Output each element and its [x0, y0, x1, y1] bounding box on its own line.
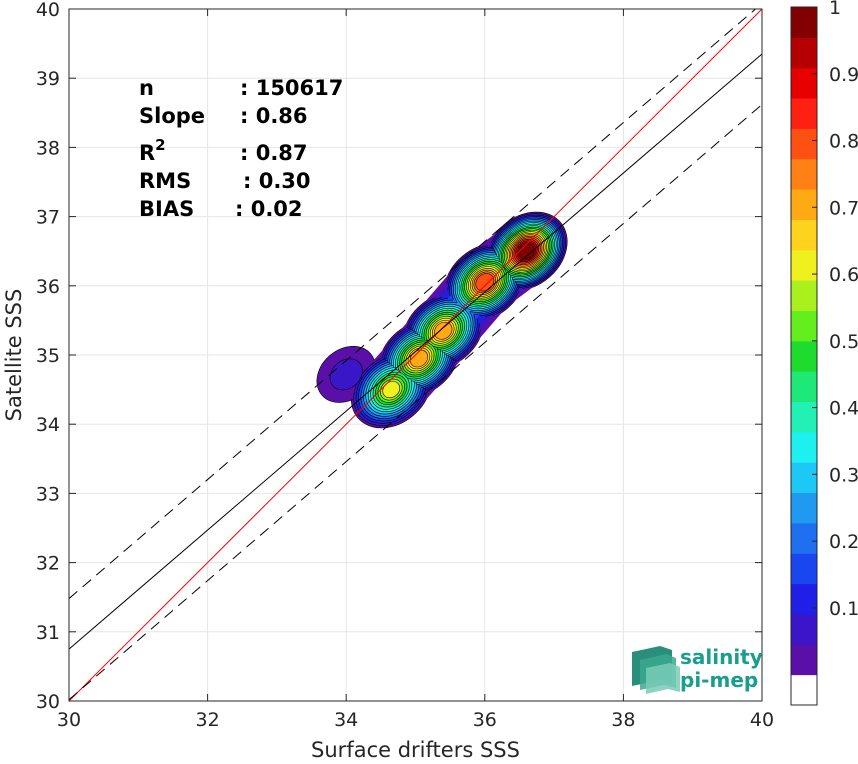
colorbar-tick-label: 0.3 — [829, 464, 858, 486]
reference-lines — [69, 9, 762, 701]
x-tick-label: 36 — [473, 709, 497, 731]
x-tick-label: 38 — [611, 709, 635, 731]
colorbar-swatch — [791, 401, 817, 433]
logo-line2: pi-mep — [680, 668, 758, 692]
colorbar-swatch — [791, 249, 817, 281]
stat-bias-value: : 0.02 — [235, 197, 303, 221]
colorbar-swatch — [791, 67, 817, 99]
colorbar-swatch — [791, 280, 817, 311]
y-tick-label: 36 — [36, 276, 60, 298]
colorbar-swatch — [791, 310, 817, 342]
colorbar-tick-label: 0.1 — [829, 598, 858, 620]
y-tick-label: 38 — [36, 137, 60, 159]
x-tick-label: 34 — [334, 709, 358, 731]
x-tick-label: 32 — [196, 709, 220, 731]
colorbar-tick-label: 0.5 — [829, 331, 858, 353]
density-contours — [316, 211, 568, 429]
density-mark — [329, 358, 363, 391]
colorbar-frame — [790, 6, 818, 706]
stat-rms-label: RMS — [139, 169, 191, 193]
line-upper — [69, 9, 757, 599]
density-mark — [518, 243, 535, 260]
stat-n-value: : 150617 — [240, 76, 343, 100]
y-axis-title: Satellite SSS — [2, 289, 26, 422]
salinity-pimep-logo: salinity pi-mep — [632, 645, 763, 694]
colorbar-swatch — [791, 431, 817, 463]
line-fit — [69, 53, 762, 650]
y-tick-label: 30 — [36, 691, 60, 713]
y-tick-label: 34 — [36, 414, 60, 436]
colorbar-swatch — [791, 340, 817, 372]
colorbar-tick-label: 0.2 — [829, 531, 858, 553]
colorbar-swatch — [791, 158, 817, 190]
colorbar-swatch — [791, 553, 817, 585]
x-tick-label: 30 — [57, 709, 81, 731]
logo-line1: salinity — [680, 645, 763, 669]
logo-mark-icon — [632, 646, 680, 694]
colorbar-swatch — [791, 37, 817, 69]
colorbar-swatch — [791, 462, 817, 494]
stat-r2-value: : 0.87 — [240, 141, 308, 165]
density-mark — [434, 321, 453, 340]
colorbar-tick-label: 0.9 — [829, 64, 858, 86]
axis-ticks: 30 32 34 36 38 40 30 31 32 33 34 35 36 37 38 39 40 — [36, 0, 774, 731]
colorbar-swatch — [791, 371, 817, 403]
stat-slope-label: Slope — [139, 104, 205, 128]
stat-rms-value: : 0.30 — [243, 169, 311, 193]
density-mark — [475, 273, 495, 292]
x-tick-label: 40 — [750, 709, 774, 731]
colorbar-tick-label: 0.7 — [829, 197, 858, 219]
y-tick-label: 35 — [36, 345, 60, 367]
colorbar-swatch — [791, 644, 817, 676]
stat-slope-value: : 0.86 — [240, 104, 308, 128]
colorbar: 0.1 0.2 0.3 0.4 0.5 0.6 0.7 0.8 0.9 1 — [790, 0, 858, 706]
colorbar-swatch — [791, 613, 817, 645]
y-tick-label: 33 — [36, 483, 60, 505]
y-tick-label: 37 — [36, 207, 60, 229]
colorbar-swatch — [791, 128, 817, 160]
colorbar-swatch — [791, 7, 817, 38]
line-11 — [69, 9, 762, 701]
colorbar-swatch — [791, 583, 817, 615]
y-tick-label: 32 — [36, 553, 60, 575]
colorbar-swatch — [791, 219, 817, 251]
y-tick-label: 39 — [36, 68, 60, 90]
y-tick-label: 31 — [36, 622, 60, 644]
colorbar-swatch — [791, 98, 817, 129]
colorbar-swatch — [791, 189, 817, 220]
colorbar-tick-label: 0.8 — [829, 131, 858, 153]
stat-n-label: n — [139, 76, 154, 100]
colorbar-tick-label: 1 — [829, 0, 841, 19]
y-tick-label: 40 — [36, 0, 60, 21]
stats-annotation: n : 150617 Slope : 0.86 R2 : 0.87 RMS : … — [139, 76, 343, 221]
colorbar-swatch — [791, 522, 817, 554]
colorbar-tick-label: 0.6 — [829, 264, 858, 286]
contour-level-22 — [518, 243, 535, 260]
colorbar-swatch — [791, 492, 817, 524]
x-axis-title: Surface drifters SSS — [311, 738, 520, 762]
colorbar-tick-label: 0.4 — [829, 398, 858, 420]
stat-r2-label: R2 — [139, 136, 166, 165]
colorbar-swatch — [791, 674, 817, 706]
line-lower — [69, 104, 762, 700]
stat-bias-label: BIAS — [139, 197, 194, 221]
